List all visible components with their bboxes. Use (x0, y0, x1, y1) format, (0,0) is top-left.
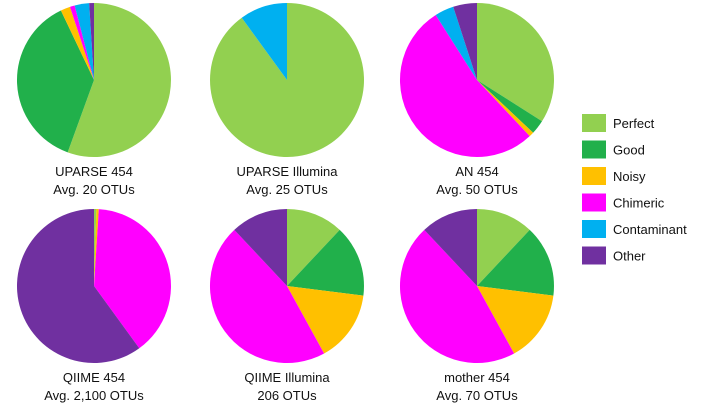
pie-title: AN 454 (455, 164, 498, 179)
legend-item-other: Other (582, 246, 646, 265)
pie-slice-contaminant (74, 3, 94, 80)
pie-slice-other (16, 208, 140, 363)
legend-label: Perfect (613, 116, 655, 131)
pie-slice-noisy (477, 286, 554, 354)
pie-slice-noisy (287, 286, 364, 354)
legend-label: Good (613, 143, 645, 158)
pie-slice-noisy (477, 80, 534, 137)
legend-swatch (582, 246, 606, 265)
pie-title: mother 454 (444, 370, 510, 385)
legend-label: Other (613, 249, 646, 264)
pie-slice-chimeric (399, 229, 515, 364)
pie-slice-perfect (94, 209, 97, 286)
legend-item-chimeric: Chimeric (582, 193, 665, 212)
pie-title: UPARSE 454 (55, 164, 133, 179)
pie-subtitle: 206 OTUs (257, 388, 317, 403)
pie-slice-perfect (477, 3, 554, 122)
pie-slice-contaminant (241, 3, 287, 80)
pie-slice-good (287, 229, 364, 296)
pie-slice-other (89, 3, 94, 80)
legend-item-noisy: Noisy (582, 167, 646, 185)
chart-legend: Perfect Good Noisy Chimeric Contaminant Other (582, 114, 687, 265)
pie-qiime-454: QIIME 454 Avg. 2,100 OTUs (16, 208, 171, 403)
legend-item-good: Good (582, 140, 645, 159)
pie-subtitle: Avg. 2,100 OTUs (44, 388, 144, 403)
pie-mother-454: mother 454 Avg. 70 OTUs (399, 209, 554, 403)
pie-uparse-454: UPARSE 454 Avg. 20 OTUs (16, 3, 171, 197)
legend-label: Noisy (613, 169, 646, 184)
pie-slice-other (424, 209, 477, 286)
pie-slice-chimeric (209, 229, 325, 364)
legend-item-contaminant: Contaminant (582, 220, 687, 238)
pie-slice-perfect (210, 2, 365, 158)
pie-qiime-illumina: QIIME Illumina 206 OTUs (209, 209, 364, 403)
legend-swatch (582, 193, 606, 212)
pie-slice-chimeric (69, 5, 94, 80)
pie-subtitle: Avg. 50 OTUs (436, 182, 518, 197)
pie-slice-perfect (287, 209, 340, 286)
pie-slice-good (16, 10, 94, 153)
legend-swatch (582, 114, 606, 132)
pie-slice-perfect (477, 209, 530, 286)
pie-title: QIIME 454 (63, 370, 125, 385)
pie-title: QIIME Illumina (244, 370, 330, 385)
legend-swatch (582, 140, 606, 159)
pie-title: UPARSE Illumina (237, 164, 339, 179)
pie-an-454: AN 454 Avg. 50 OTUs (399, 3, 554, 197)
pie-slice-chimeric (399, 14, 530, 158)
legend-swatch (582, 167, 606, 185)
pie-slice-contaminant (435, 6, 477, 81)
legend-label: Chimeric (613, 196, 665, 211)
pie-slice-good (477, 80, 543, 133)
pie-slice-other (453, 3, 477, 80)
pie-slice-chimeric (94, 209, 171, 349)
pie-chart-grid: UPARSE 454 Avg. 20 OTUs UPARSE Illumina Avg… (16, 2, 554, 403)
pie-subtitle: Avg. 25 OTUs (246, 182, 328, 197)
pie-slice-noisy (60, 6, 94, 81)
legend-swatch (582, 220, 606, 238)
pie-subtitle: Avg. 20 OTUs (53, 182, 135, 197)
pie-uparse-illumina: UPARSE Illumina Avg. 25 OTUs (210, 2, 365, 197)
pie-slice-noisy (94, 209, 99, 286)
legend-item-perfect: Perfect (582, 114, 655, 132)
pie-subtitle: Avg. 70 OTUs (436, 388, 518, 403)
legend-label: Contaminant (613, 222, 687, 237)
pie-slice-other (234, 209, 287, 286)
pie-slice-perfect (67, 3, 171, 158)
pie-slice-good (477, 229, 554, 296)
